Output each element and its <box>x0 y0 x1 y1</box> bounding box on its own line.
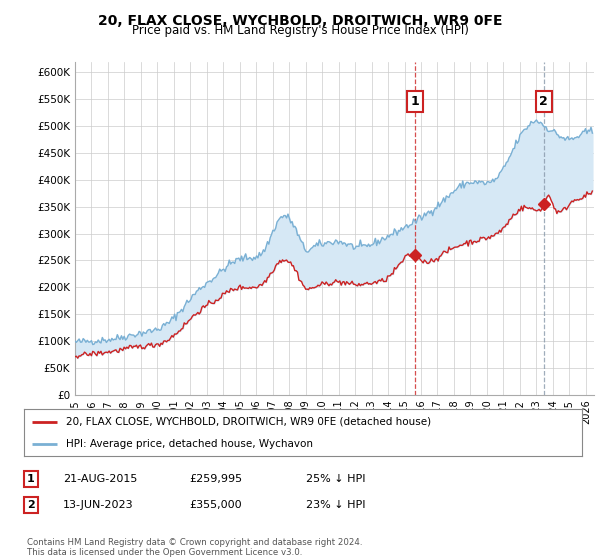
Text: Price paid vs. HM Land Registry's House Price Index (HPI): Price paid vs. HM Land Registry's House … <box>131 24 469 37</box>
Text: HPI: Average price, detached house, Wychavon: HPI: Average price, detached house, Wych… <box>66 438 313 449</box>
Text: 20, FLAX CLOSE, WYCHBOLD, DROITWICH, WR9 0FE (detached house): 20, FLAX CLOSE, WYCHBOLD, DROITWICH, WR9… <box>66 417 431 427</box>
Text: 2: 2 <box>539 95 548 108</box>
Text: 1: 1 <box>410 95 419 108</box>
Text: 2: 2 <box>27 500 35 510</box>
Text: £259,995: £259,995 <box>189 474 242 484</box>
Text: 21-AUG-2015: 21-AUG-2015 <box>63 474 137 484</box>
Text: 25% ↓ HPI: 25% ↓ HPI <box>306 474 365 484</box>
Text: 1: 1 <box>27 474 35 484</box>
Text: Contains HM Land Registry data © Crown copyright and database right 2024.
This d: Contains HM Land Registry data © Crown c… <box>27 538 362 557</box>
Text: 20, FLAX CLOSE, WYCHBOLD, DROITWICH, WR9 0FE: 20, FLAX CLOSE, WYCHBOLD, DROITWICH, WR9… <box>98 14 502 28</box>
Text: 13-JUN-2023: 13-JUN-2023 <box>63 500 134 510</box>
Text: 23% ↓ HPI: 23% ↓ HPI <box>306 500 365 510</box>
Text: £355,000: £355,000 <box>189 500 242 510</box>
